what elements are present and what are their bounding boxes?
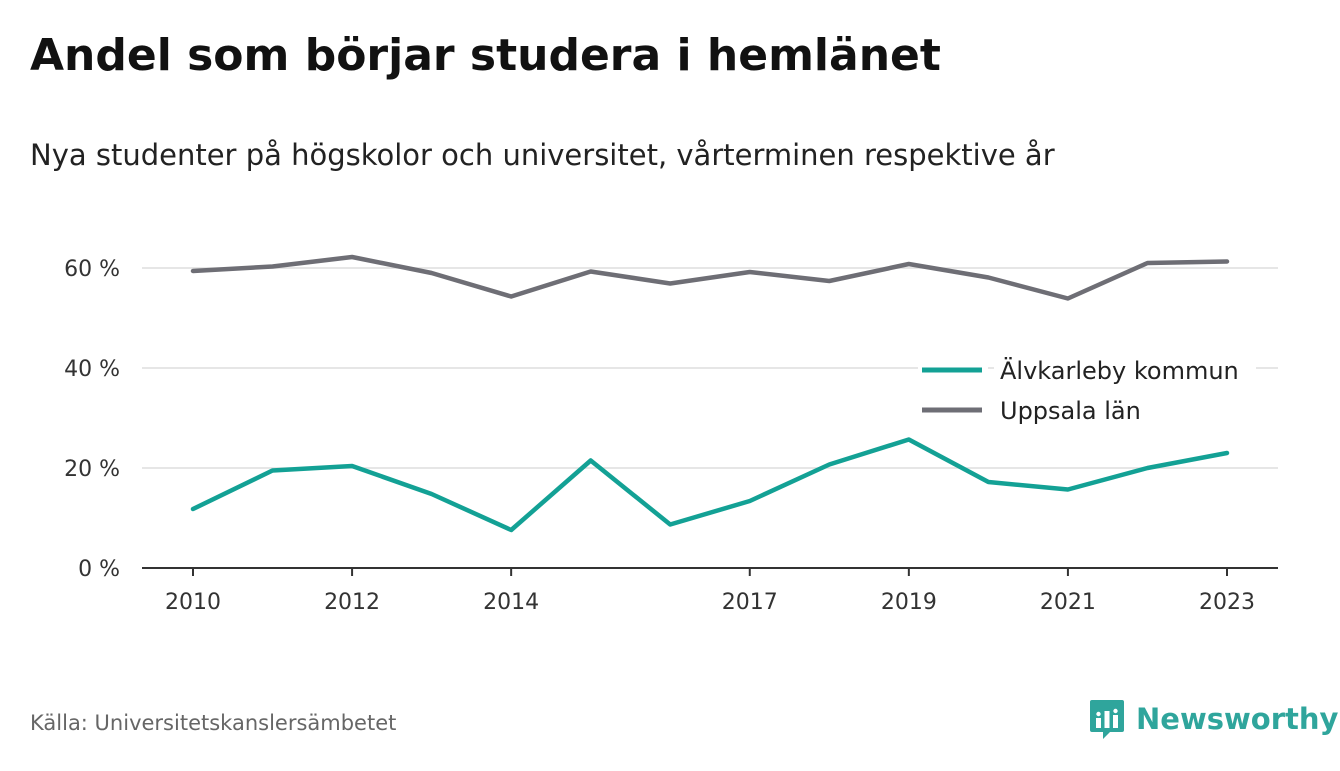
- source-note: Källa: Universitetskanslersämbetet: [30, 711, 397, 735]
- series-line-uppsala: [190, 254, 1230, 301]
- x-tick-label: 2023: [1199, 590, 1255, 615]
- x-tick-label: 2014: [483, 590, 539, 615]
- bar-chart-speech-bubble-icon: [1090, 700, 1124, 739]
- y-tick-label: 40 %: [64, 357, 120, 382]
- series-lines: [190, 254, 1230, 533]
- y-tick-label: 0 %: [78, 557, 120, 582]
- legend-label: Älvkarleby kommun: [1000, 356, 1239, 385]
- series-line-alvkarleby: [190, 437, 1230, 533]
- y-tick-label: 20 %: [64, 457, 120, 482]
- x-tick-label: 2017: [722, 590, 778, 615]
- x-tick-label: 2019: [881, 590, 937, 615]
- x-tick-label: 2021: [1040, 590, 1096, 615]
- legend-label: Uppsala län: [1000, 397, 1141, 425]
- x-tick-label: 2010: [165, 590, 221, 615]
- legend: Älvkarleby kommun Uppsala län: [918, 352, 1256, 426]
- x-tick-label: 2012: [324, 590, 380, 615]
- y-tick-label: 60 %: [64, 257, 120, 282]
- axes: 0 % 20 % 40 % 60 % 2010 2012 2014 2017 2019 2021 2…: [64, 257, 1278, 615]
- chart-subtitle: Nya studenter på högskolor och universit…: [30, 138, 1055, 172]
- brand-logo: Newsworthy: [1088, 698, 1338, 740]
- chart-title: Andel som börjar studera i hemlänet: [30, 30, 941, 81]
- brand-name: Newsworthy: [1136, 702, 1339, 736]
